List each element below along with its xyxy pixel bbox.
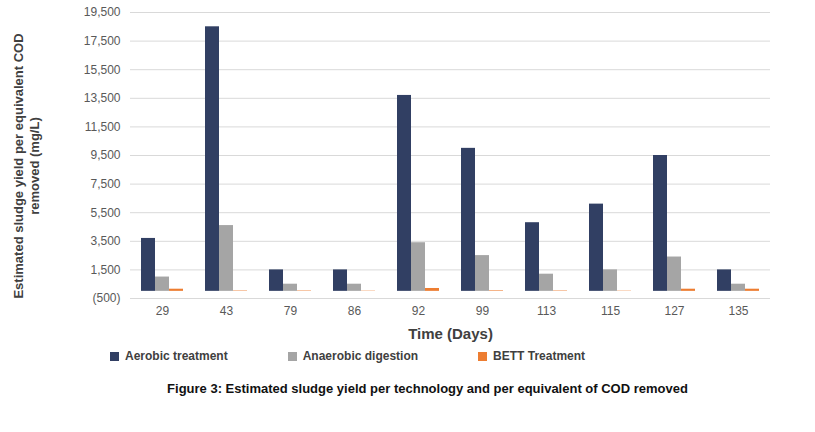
svg-text:79: 79 <box>284 304 298 318</box>
svg-text:92: 92 <box>412 304 426 318</box>
svg-text:86: 86 <box>348 304 362 318</box>
svg-text:15,500: 15,500 <box>84 63 121 77</box>
svg-text:19,500: 19,500 <box>84 5 121 19</box>
svg-text:43: 43 <box>220 304 234 318</box>
svg-text:99: 99 <box>476 304 490 318</box>
svg-text:113: 113 <box>537 304 556 318</box>
html-text:Aerobic treatment: Aerobic treatment <box>125 349 228 363</box>
svg-text:7,500: 7,500 <box>90 177 120 191</box>
svg-text:1,500: 1,500 <box>90 263 120 277</box>
svg-text:11,500: 11,500 <box>85 120 121 134</box>
svg-text:17,500: 17,500 <box>84 34 121 48</box>
html-text:Estimated sludge yield per equ: Estimated sludge yield per equivalent CO… <box>11 33 42 299</box>
html-text:Figure 3: Estimated sludge yie: Figure 3: Estimated sludge yield per tec… <box>167 381 688 396</box>
html-text:Anaerobic digestion: Anaerobic digestion <box>302 349 419 363</box>
svg-text:127: 127 <box>664 304 684 318</box>
svg-text:Time (Days): Time (Days) <box>408 325 493 342</box>
svg-text:9,500: 9,500 <box>90 148 120 162</box>
svg-text:115: 115 <box>601 304 620 318</box>
svg-text:(500): (500) <box>92 291 120 305</box>
html-text:BETT Treatment: BETT Treatment <box>493 349 586 363</box>
svg-text:29: 29 <box>156 304 170 318</box>
svg-text:135: 135 <box>728 304 748 318</box>
svg-text:3,500: 3,500 <box>90 234 120 248</box>
svg-text:5,500: 5,500 <box>90 206 120 220</box>
svg-text:13,500: 13,500 <box>84 91 121 105</box>
